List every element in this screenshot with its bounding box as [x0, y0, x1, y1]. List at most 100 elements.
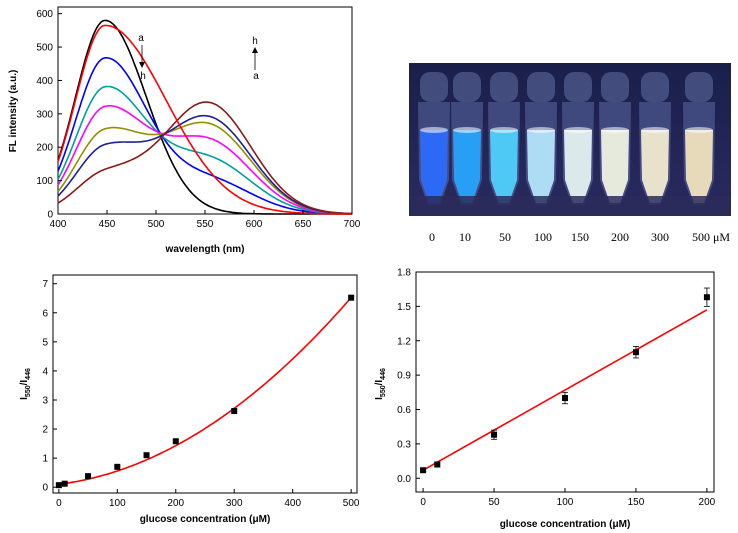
ratio-full-y-axis-label: I550/I446	[19, 368, 32, 400]
vial	[562, 72, 594, 205]
data-point	[632, 349, 639, 356]
y-tick-label: 1.5	[397, 302, 411, 313]
data-point	[491, 431, 498, 438]
ratio-linear-fit-line	[422, 309, 708, 471]
ratio-full-y-label-main: I	[19, 397, 30, 400]
vial-cap	[420, 72, 448, 102]
spectra-panel: 400 450 500 550 600 650 700 0 100 200 300 400 500 60…	[8, 6, 361, 255]
spectrum-line-h	[57, 24, 353, 215]
spectrum-line-g	[57, 101, 353, 215]
vial	[488, 72, 520, 205]
spectra-y-ticks: 0 100 200 300 400 500 600	[36, 9, 62, 221]
ratio-full-panel: 0 100 200 300 400 500 0 1 2 3 4 5 6 7 glucose concen…	[19, 274, 360, 525]
y-tick-label: 0.3	[397, 439, 411, 450]
vial-cap	[453, 72, 481, 102]
x-tick-label: 150	[628, 497, 645, 508]
y-tick-label: 6	[42, 308, 48, 319]
y-tick-label: 300	[36, 109, 53, 120]
x-tick-label: 500	[148, 219, 165, 230]
y-tick-label: 600	[36, 9, 53, 20]
y-tick-label: 0.6	[397, 405, 411, 416]
y-tick-label: 400	[36, 76, 53, 87]
annotation-left-bottom: h	[140, 71, 146, 82]
vial-photo-panel: 0 10 50 100 150 200 300 500 μM	[409, 63, 731, 244]
spectrum-line-c	[57, 85, 352, 215]
data-point	[420, 467, 427, 474]
data-point	[562, 395, 568, 402]
vial-cap	[564, 72, 592, 102]
x-tick-label: 100	[557, 497, 574, 508]
concentration-labels: 0 10 50 100 150 200 300 500 μM	[429, 230, 730, 244]
spectra-plot-frame	[57, 6, 353, 215]
x-tick-label: 650	[295, 219, 312, 230]
y-tick-label: 1	[42, 454, 48, 465]
annotation-right-top: h	[252, 36, 258, 47]
spectra-y-axis-label: FL intensity (a.u.)	[8, 70, 19, 153]
ratio-linear-panel: 0 50 100 150 200 0.0 0.3 0.6 0.9 1.2 1.5 1.8 gluco…	[374, 268, 716, 531]
x-tick-label: 500	[343, 498, 360, 509]
spectra-x-ticks: 400 450 500 550 600 650 700	[50, 210, 361, 230]
spectra-x-axis-label: wavelength (nm)	[165, 244, 245, 255]
ratio-full-x-axis-label: glucose concentration (μM)	[140, 514, 271, 525]
x-tick-label: 0	[420, 497, 426, 508]
y-tick-label: 0.0	[397, 474, 411, 485]
ratio-linear-y-ticks: 0.0 0.3 0.6 0.9 1.2 1.5 1.8	[397, 268, 420, 485]
y-tick-label: 0	[47, 210, 53, 221]
x-tick-label: 600	[246, 219, 263, 230]
ratio-full-y-label-sub1: 550	[25, 385, 32, 397]
x-tick-label: 450	[99, 219, 116, 230]
vial-meniscus	[490, 127, 518, 133]
vial-cap	[601, 72, 629, 102]
y-tick-label: 100	[36, 176, 53, 187]
quadratic-fit-curve	[58, 296, 352, 486]
data-point	[85, 473, 92, 480]
concentration-label: 500 μM	[692, 230, 730, 244]
annotation-left-top: a	[138, 33, 144, 44]
ratio-linear-points	[420, 287, 710, 474]
vial-solution	[564, 130, 592, 203]
vial	[418, 72, 450, 205]
ratio-linear-y-label-main: I	[374, 397, 385, 400]
spectrum-line-d	[57, 105, 352, 215]
linear-fit-line	[422, 309, 708, 471]
vial-meniscus	[420, 127, 448, 133]
vial-solution	[685, 130, 713, 203]
vial-meniscus	[564, 127, 592, 133]
ratio-full-points	[55, 294, 355, 489]
y-tick-label: 1.2	[397, 336, 411, 347]
vial-cap	[641, 72, 669, 102]
x-tick-label: 700	[344, 219, 361, 230]
data-point	[434, 461, 441, 468]
x-tick-label: 100	[109, 498, 126, 509]
vial-solution	[453, 130, 481, 203]
data-point	[231, 408, 238, 415]
concentration-label: 100	[534, 230, 552, 244]
data-point	[348, 294, 355, 301]
x-tick-label: 50	[488, 497, 500, 508]
x-tick-label: 200	[167, 498, 184, 509]
vial	[599, 72, 631, 205]
data-point	[114, 463, 121, 470]
ratio-linear-y-label-sub1: 550	[380, 385, 387, 397]
vial-solution	[420, 130, 448, 203]
y-tick-label: 5	[42, 337, 48, 348]
y-tick-label: 0	[42, 483, 48, 494]
concentration-label: 0	[429, 230, 435, 244]
x-tick-label: 0	[56, 498, 62, 509]
y-tick-label: 4	[42, 366, 48, 377]
y-tick-label: 3	[42, 395, 48, 406]
vial-meniscus	[685, 127, 713, 133]
x-tick-label: 300	[226, 498, 243, 509]
spectrum-line-e	[57, 121, 353, 215]
y-tick-label: 500	[36, 43, 53, 54]
vial-meniscus	[601, 127, 629, 133]
ratio-linear-y-axis-label: I550/I446	[374, 368, 387, 400]
y-tick-label: 0.9	[397, 371, 411, 382]
spectra-curves	[57, 19, 353, 215]
vial	[525, 72, 557, 205]
ratio-full-plot-frame	[52, 274, 358, 494]
vial-solution	[490, 130, 518, 203]
vial-solution	[527, 130, 555, 203]
vial-cap	[685, 72, 713, 102]
ratio-full-fit-line	[58, 296, 352, 486]
